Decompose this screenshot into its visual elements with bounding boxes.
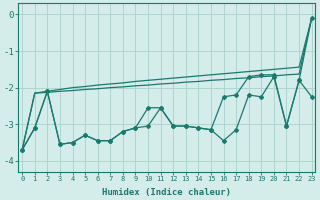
X-axis label: Humidex (Indice chaleur): Humidex (Indice chaleur) — [102, 188, 231, 197]
